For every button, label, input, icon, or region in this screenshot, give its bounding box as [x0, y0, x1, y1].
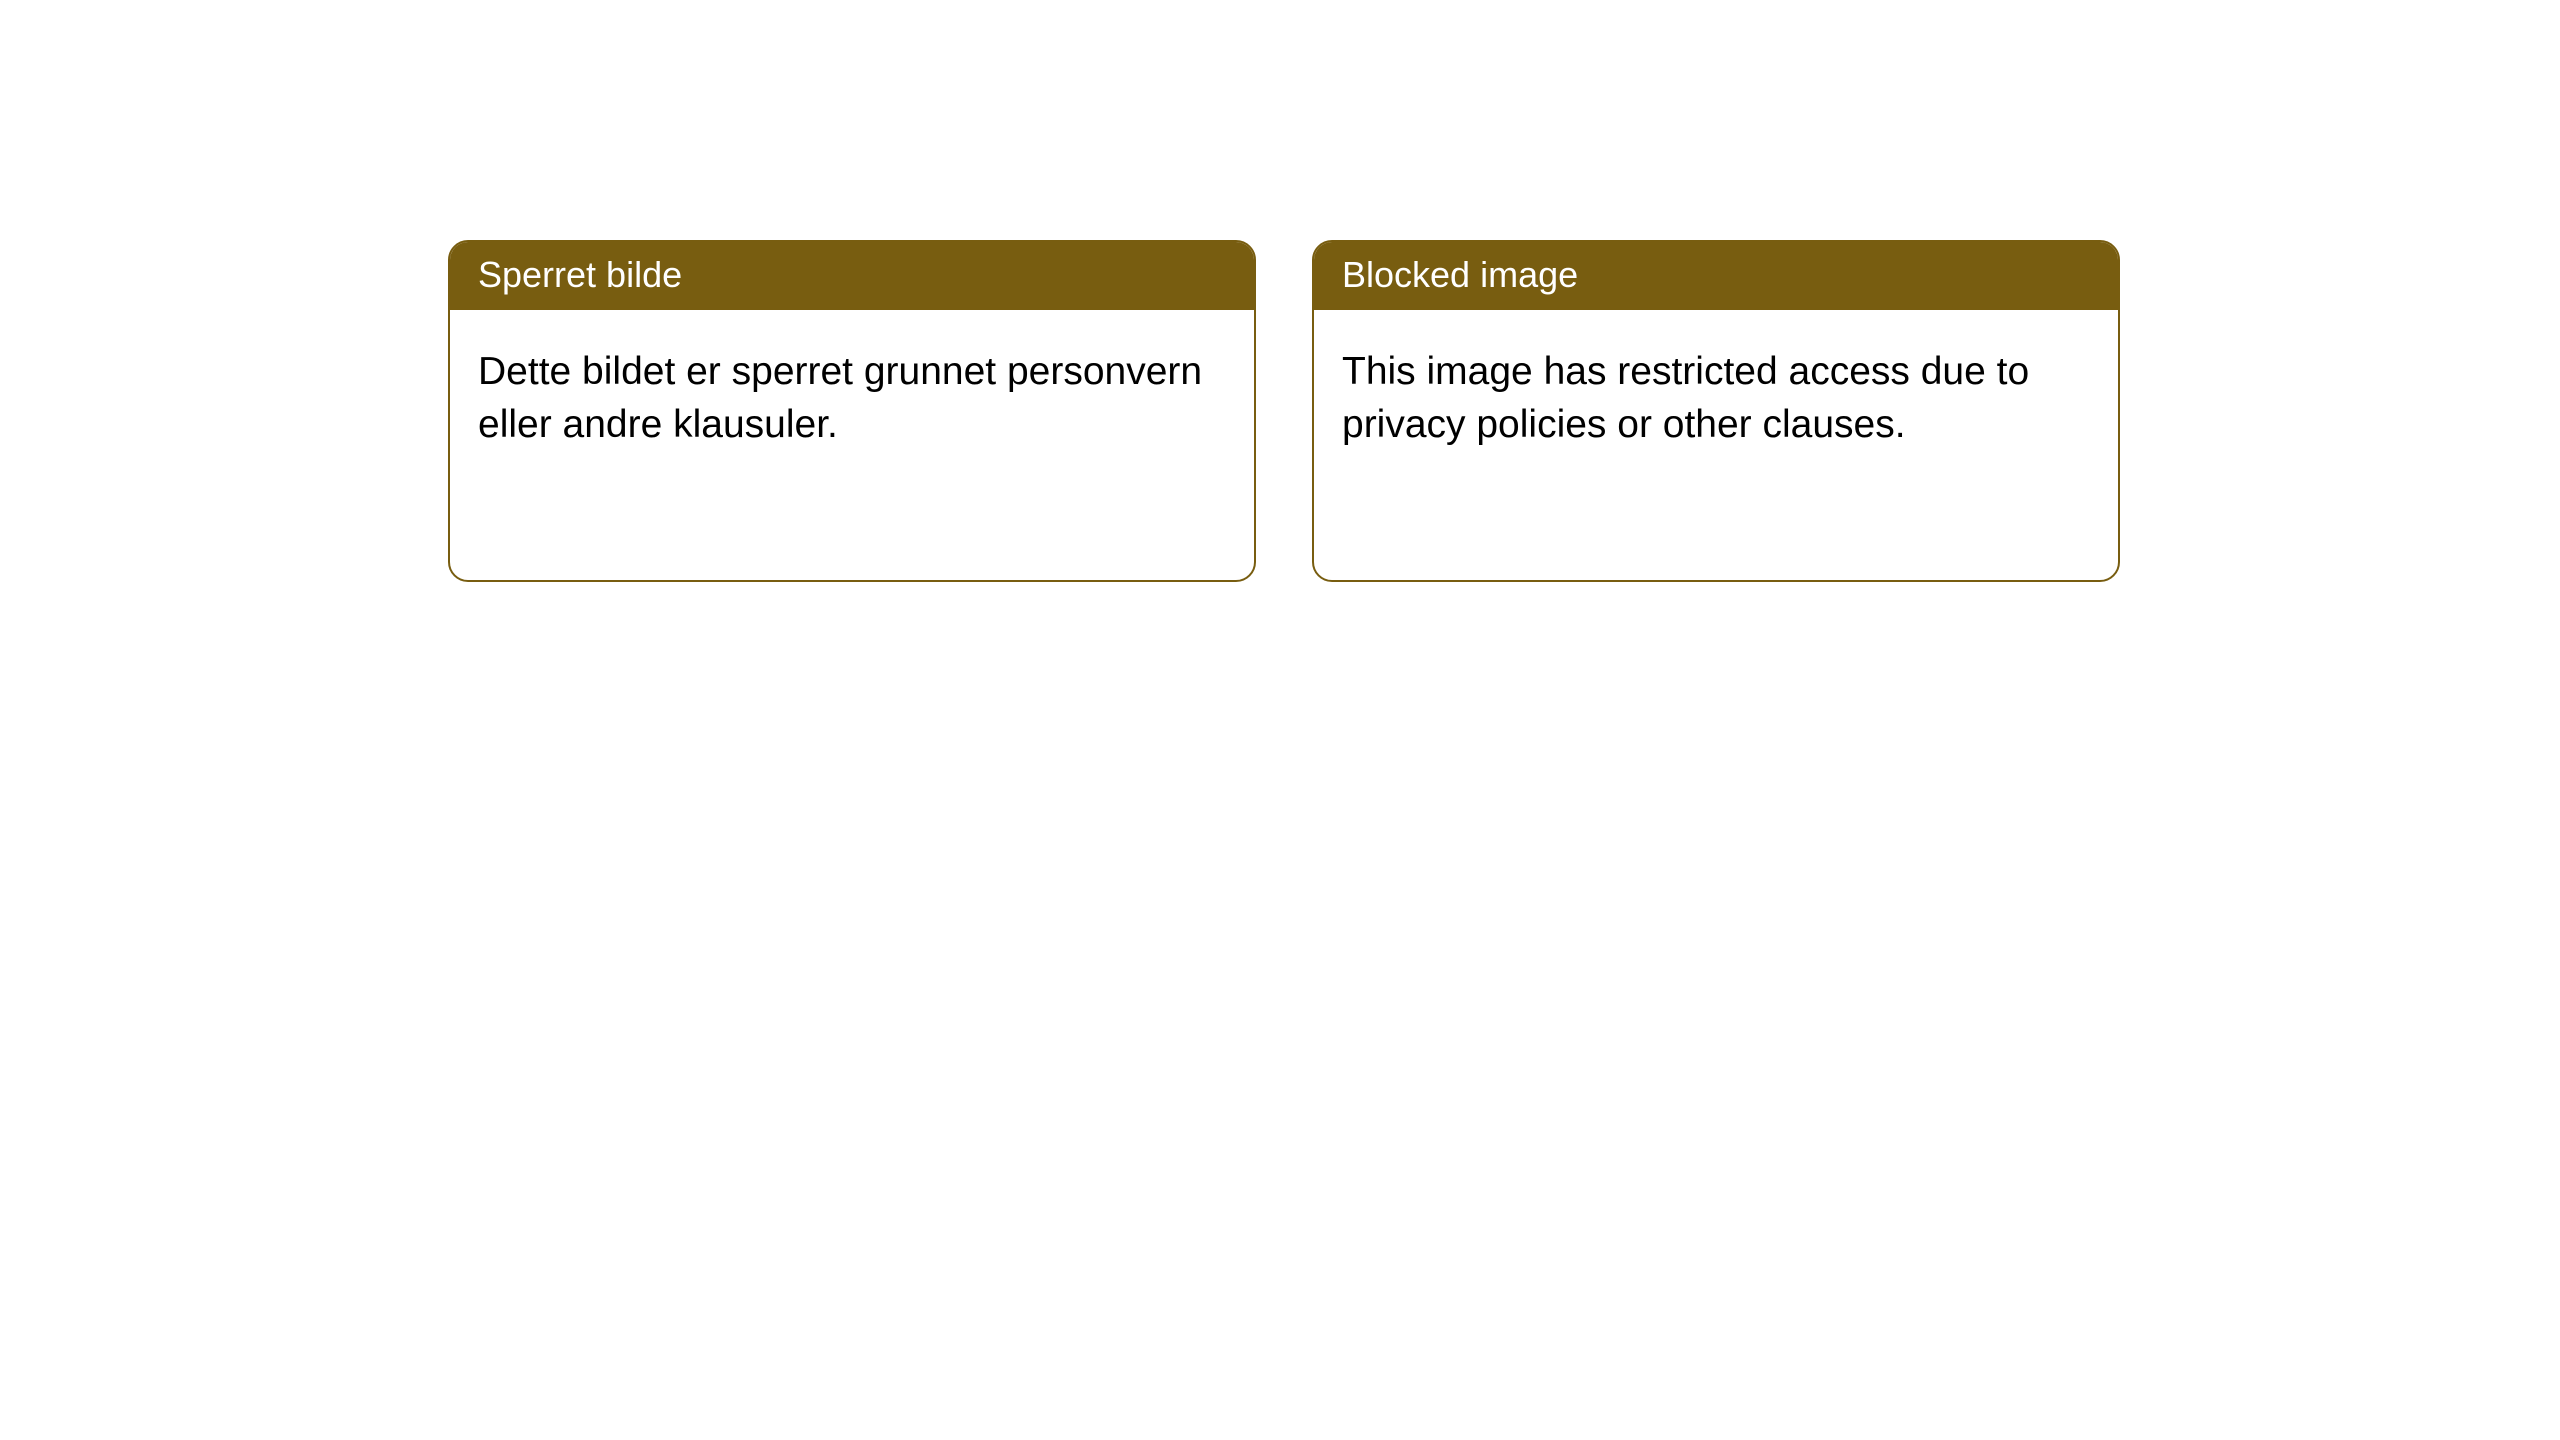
card-title: Blocked image [1342, 254, 1578, 295]
card-header: Blocked image [1314, 242, 2118, 310]
card-body-text: This image has restricted access due to … [1342, 350, 2029, 446]
notice-container: Sperret bilde Dette bildet er sperret gr… [0, 0, 2560, 582]
blocked-image-card-no: Sperret bilde Dette bildet er sperret gr… [448, 240, 1256, 582]
card-body: This image has restricted access due to … [1314, 310, 2118, 580]
card-body: Dette bildet er sperret grunnet personve… [450, 310, 1254, 580]
card-header: Sperret bilde [450, 242, 1254, 310]
card-body-text: Dette bildet er sperret grunnet personve… [478, 350, 1202, 446]
blocked-image-card-en: Blocked image This image has restricted … [1312, 240, 2120, 582]
card-title: Sperret bilde [478, 254, 682, 295]
